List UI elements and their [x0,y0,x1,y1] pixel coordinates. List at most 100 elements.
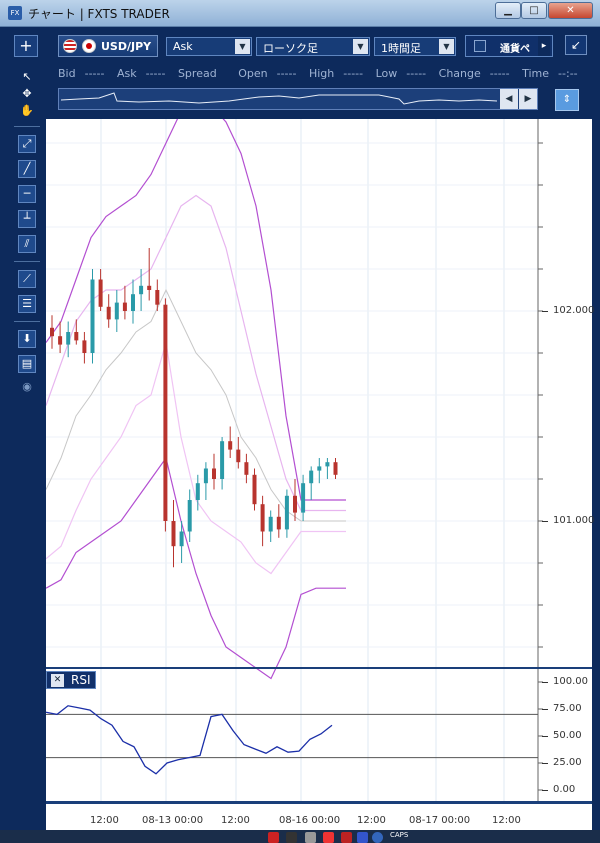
rsi-panel-header: ✕ RSI [46,671,96,689]
close-icon: ✕ [566,5,575,16]
timeframe-select[interactable]: 1時間足 ▼ [374,37,456,56]
quote-label: Ask [116,67,137,80]
candle-body [284,495,289,530]
volume-icon[interactable] [305,832,316,843]
vertical-line-icon[interactable]: ┴ [18,210,36,228]
quote-value: --:-- [558,67,578,80]
trend-tool-icon[interactable]: ⤢ [18,135,36,153]
candle-body [325,462,330,467]
candle-body [317,466,322,471]
time-tick-label: 12:00 [221,815,250,826]
currency-pair-button[interactable]: USD/JPY [58,35,158,57]
download-icon[interactable]: ⬇ [18,330,36,348]
chevron-down-icon: ▼ [353,39,368,54]
candle-body [333,462,338,475]
timeframe-value: 1時間足 [381,42,421,55]
tray-app-icon[interactable] [268,832,279,843]
rsi-tick-label: 0.00 [541,784,576,795]
candle-body [195,483,200,500]
tab-checkbox[interactable] [474,40,486,52]
cursor-arrow-icon[interactable]: ↖ [22,70,32,83]
quote-label: Spread [177,67,217,80]
quote-value: ----- [145,67,166,80]
add-chart-button[interactable]: + [14,35,38,57]
candle-body [236,449,241,463]
tray-app-icon[interactable] [341,832,352,843]
candle-body [155,290,160,305]
quote-value: ----- [84,67,105,80]
price-tick-label: 102.000 [541,305,595,316]
chart-plot-area[interactable] [46,119,592,830]
candle-body [293,495,297,513]
chevron-down-icon: ▼ [235,39,250,54]
candle-body [179,531,184,547]
fibonacci-icon[interactable]: ☰ [18,295,36,313]
quote-value: ----- [276,67,297,80]
tab-scroll-right-icon[interactable]: ▸ [538,36,550,56]
tray-app-icon[interactable] [286,832,297,843]
quote-value: ----- [406,67,427,80]
time-tick-label: 12:00 [357,815,386,826]
candle-body [50,327,54,337]
list-icon[interactable]: ▤ [18,355,36,373]
pair-tab-label: 通貨ペ [500,44,530,55]
price-tick-label: 101.000 [541,515,595,526]
candle-body [260,504,265,532]
tool-divider [14,261,40,262]
candle-body [106,306,111,320]
chart-navigator[interactable] [58,88,538,110]
quote-bar: Bid ----- Ask ----- Spread Open ----- High -… [58,67,587,80]
tray-app-icon[interactable] [357,832,368,843]
navigator-sparkline [60,92,498,105]
candle-body [66,332,71,345]
japan-flag-icon [82,39,96,53]
currency-pair-label: USD/JPY [101,40,152,53]
quote-label: Open [238,67,268,80]
candle-body [98,279,103,307]
chart-type-value: ローソク足 [263,42,318,55]
hand-pan-icon[interactable]: ✋ [20,104,34,117]
zoom-toggle-button[interactable]: ⇕ [555,89,579,111]
maximize-button[interactable]: □ [521,2,547,19]
candle-body [187,500,192,532]
pane-separator [46,667,592,669]
pair-tab[interactable]: 通貨ペ [465,35,553,57]
price-side-select[interactable]: Ask ▼ [166,37,252,56]
chart-type-select[interactable]: ローソク足 ▼ [256,37,370,56]
scroll-right-button[interactable]: ▶ [519,89,537,109]
quote-label: Change [438,67,481,80]
candle-body [228,441,233,450]
time-tick-label: 12:00 [492,815,521,826]
minimize-button[interactable]: ▁ [495,2,521,19]
price-chart [46,119,592,804]
tool-divider [14,321,40,322]
parallel-lines-icon[interactable]: ⫽ [18,235,36,253]
candle-body [74,332,79,341]
crosshair-cursor-icon[interactable]: ✥ [22,87,32,100]
help-icon[interactable] [372,832,383,843]
close-rsi-button[interactable]: ✕ [51,674,64,687]
tray-app-icon[interactable] [323,832,334,843]
camera-icon[interactable]: ◉ [22,380,32,393]
horizontal-line-icon[interactable]: ─ [18,185,36,203]
time-tick-label: 12:00 [90,815,119,826]
quote-label: High [308,67,335,80]
close-button[interactable]: ✕ [548,2,593,19]
candle-body [220,441,225,479]
time-tick-label: 08-13 00:00 [142,815,204,826]
line-tool-icon[interactable]: ╱ [18,160,36,178]
fan-tool-icon[interactable]: ⟋ [18,270,36,288]
candle-body [131,294,135,311]
candle-body [122,302,127,311]
candle-body [276,516,281,530]
window-frame-right [592,27,600,830]
time-tick-label: 08-16 00:00 [279,815,341,826]
bollinger-band-lower2 [46,456,346,680]
candle-body [171,521,176,547]
candle-body [82,340,87,353]
quote-label: Time [522,67,550,80]
quote-label: Low [375,67,398,80]
quote-value: ----- [343,67,364,80]
undock-button[interactable]: ↙ [565,35,587,55]
scroll-left-button[interactable]: ◀ [500,89,518,109]
